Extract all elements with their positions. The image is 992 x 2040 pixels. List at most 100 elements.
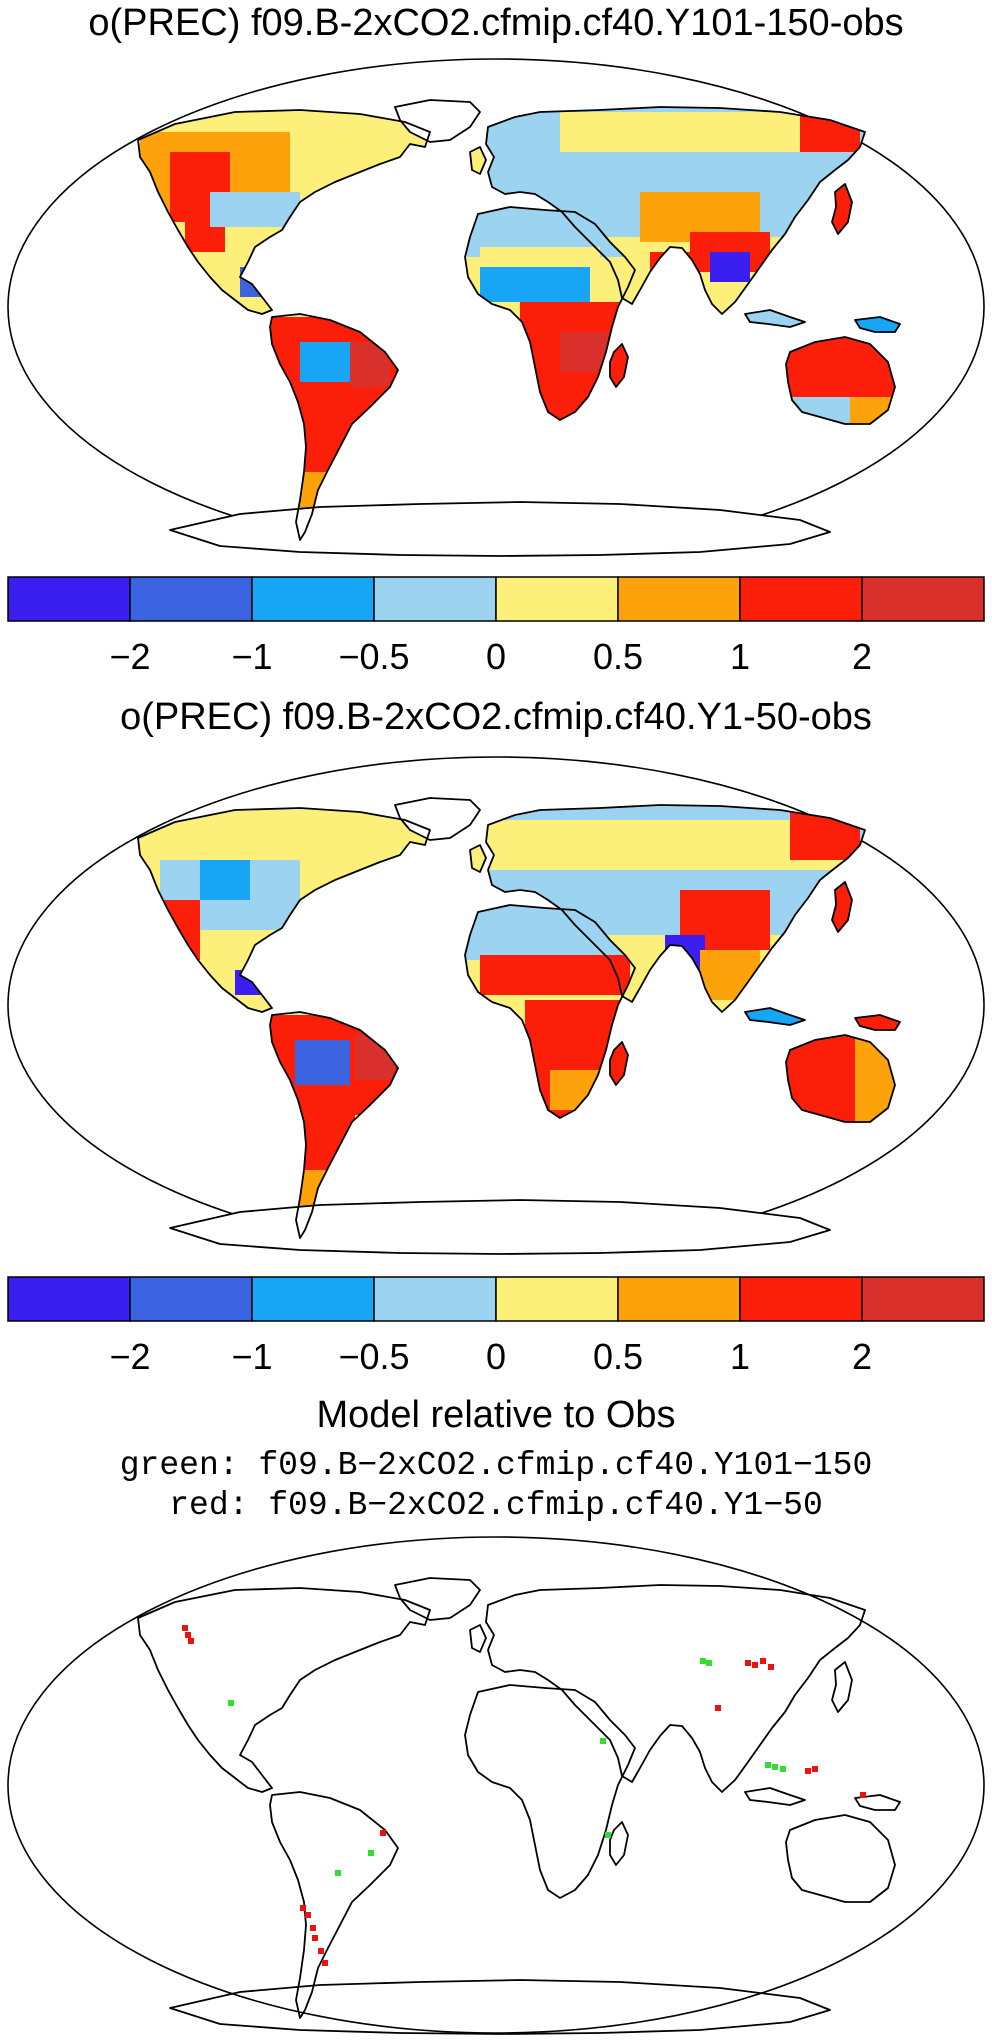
bias-patch <box>480 267 590 302</box>
red-marker <box>745 1660 751 1666</box>
land-japan <box>832 882 852 932</box>
red-marker <box>300 1905 306 1911</box>
land-greenland <box>395 100 480 142</box>
red-marker <box>760 1658 766 1664</box>
coastline-indonesia <box>744 309 806 328</box>
coastline-eurasia <box>485 1584 866 1793</box>
red-marker <box>305 1912 311 1918</box>
comparison-map <box>7 1536 985 2035</box>
bias-patch <box>200 860 250 900</box>
red-marker <box>182 1625 188 1631</box>
coastline-uk <box>469 844 487 873</box>
coastline-madagascar <box>609 1821 629 1866</box>
red-marker <box>752 1662 758 1668</box>
colorbar-swatch <box>7 1276 131 1322</box>
red-marker <box>380 1830 386 1836</box>
coastline-australia <box>785 1034 896 1123</box>
panel-2-colorbar: −2 −1 −0.5 0 0.5 1 2 <box>7 1276 985 1377</box>
coastline-greenland <box>394 99 481 143</box>
colorbar-swatch <box>373 576 497 622</box>
coastline-uk <box>469 146 487 175</box>
panel-1-map <box>7 58 985 557</box>
green-marker <box>706 1660 712 1666</box>
coastline-japan <box>831 183 853 235</box>
comparison-title: Model relative to Obs <box>316 1394 676 1436</box>
colorbar-tick-label: −1 <box>231 1336 272 1377</box>
colorbar-tick-label: −0.5 <box>338 636 409 677</box>
red-marker <box>805 1768 811 1774</box>
red-marker <box>318 1948 324 1954</box>
coastline-japan <box>831 1661 853 1713</box>
coastline-africa <box>464 206 636 421</box>
coastline-africa <box>464 904 636 1119</box>
coastline-south-america <box>269 1011 399 1239</box>
colorbar-swatch <box>251 1276 375 1322</box>
coastline-australia <box>785 336 896 425</box>
colorbar-tick-label: −1 <box>231 636 272 677</box>
bias-patch <box>832 882 852 932</box>
coastline-eurasia <box>485 106 866 315</box>
green-marker <box>780 1766 786 1772</box>
colorbar-tick-label: −2 <box>109 1336 150 1377</box>
colorbar-swatch <box>495 1276 619 1322</box>
panel-1-colorbar: −2 −1 −0.5 0 0.5 1 2 <box>7 576 985 677</box>
bias-patch <box>300 342 350 382</box>
colorbar-swatch <box>373 1276 497 1322</box>
coastline-north-america <box>137 109 431 315</box>
coastline-australia <box>785 1814 896 1903</box>
colorbar-swatch <box>739 576 863 622</box>
bias-patch <box>210 192 300 227</box>
coastline-south-america <box>269 313 399 541</box>
coastline-greenland <box>394 1577 481 1621</box>
bias-patch <box>295 1040 350 1085</box>
colorbar-swatch <box>861 1276 985 1322</box>
bias-patch <box>800 112 860 152</box>
green-marker <box>700 1658 706 1664</box>
colorbar-tick-label: 0.5 <box>593 1336 643 1377</box>
red-marker <box>860 1792 866 1798</box>
coastline-new-guinea <box>854 316 901 333</box>
coastline-indonesia <box>744 1787 806 1806</box>
coastline-madagascar <box>609 343 629 388</box>
panel-2-title: o(PREC) f09.B-2xCO2.cfmip.cf40.Y1-50-obs <box>120 696 872 738</box>
green-marker <box>335 1870 341 1876</box>
colorbar-tick-label: 0 <box>486 636 506 677</box>
green-marker <box>228 1700 234 1706</box>
colorbar-swatch <box>129 576 253 622</box>
red-marker <box>322 1960 328 1966</box>
colorbar-swatch <box>129 1276 253 1322</box>
colorbar-tick-label: 0.5 <box>593 636 643 677</box>
colorbar-swatch <box>7 576 131 622</box>
green-marker <box>600 1738 606 1744</box>
coastline-antarctica <box>169 501 831 557</box>
panel-2-map <box>7 756 985 1255</box>
red-marker <box>185 1632 191 1638</box>
coastline-africa <box>464 1684 636 1899</box>
red-marker <box>310 1925 316 1931</box>
coastline-north-america <box>137 1587 431 1793</box>
colorbar-swatch <box>617 576 741 622</box>
colorbar-tick-label: 2 <box>852 636 872 677</box>
red-marker <box>312 1935 318 1941</box>
colorbar-swatch <box>739 1276 863 1322</box>
coastline-antarctica <box>169 1979 831 2035</box>
coastline-south-america <box>269 1791 399 2019</box>
red-marker <box>188 1638 194 1644</box>
land-japan <box>832 184 852 234</box>
colorbar-tick-label: 1 <box>730 1336 750 1377</box>
globe-outline <box>7 1536 985 2034</box>
coastline-japan <box>831 881 853 933</box>
green-marker <box>368 1850 374 1856</box>
green-marker <box>765 1762 771 1768</box>
red-marker <box>715 1705 721 1711</box>
red-marker <box>812 1766 818 1772</box>
coastline-madagascar <box>609 1041 629 1086</box>
colorbar-tick-label: 0 <box>486 1336 506 1377</box>
coastline-eurasia <box>485 804 866 1013</box>
colorbar-tick-label: 1 <box>730 636 750 677</box>
bias-patch <box>710 252 750 282</box>
legend-red-label: red: f09.B−2xCO2.cfmip.cf40.Y1−50 <box>169 1487 823 1524</box>
coastline-north-america <box>137 807 431 1013</box>
coastline-new-guinea <box>854 1014 901 1031</box>
panel-1-title: o(PREC) f09.B-2xCO2.cfmip.cf40.Y101-150-… <box>88 2 904 44</box>
